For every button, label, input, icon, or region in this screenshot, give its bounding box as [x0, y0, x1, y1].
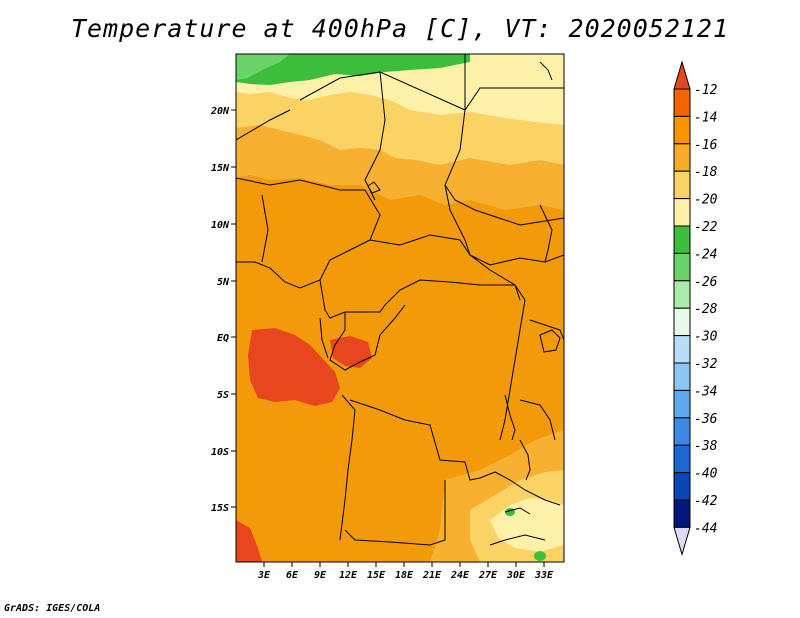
colorbar-swatch	[673, 280, 691, 309]
colorbar-label: -12	[694, 83, 718, 98]
latitude-axis: 20N 15N 10N 5N EQ 5S 10S 15S	[210, 106, 236, 514]
lon-label-18e: 18E	[395, 570, 414, 581]
colorbar-arrow-top	[673, 60, 691, 90]
lake-tanganyika	[504, 394, 516, 441]
colorbar-label: -20	[694, 193, 718, 208]
colorbar-swatch	[673, 170, 691, 200]
boundary-north-1	[299, 71, 466, 111]
map-frame	[235, 53, 565, 563]
field-warm-west	[248, 328, 340, 406]
lake-chad	[367, 181, 381, 194]
lon-label-6e: 6E	[286, 570, 299, 581]
colorbar-arrow-bottom	[673, 526, 691, 557]
colorbar-swatch	[673, 335, 691, 364]
coast-red-sea	[539, 61, 553, 81]
lake-malawi	[519, 439, 531, 481]
colorbar-label: -24	[694, 247, 717, 262]
field-warm-congo	[330, 336, 372, 368]
colorbar-label: -14	[694, 110, 717, 125]
field-green-light	[236, 54, 290, 80]
boundary-ethiopia	[539, 204, 553, 263]
temperature-field	[236, 54, 564, 562]
lat-label-eq: EQ	[217, 333, 229, 344]
colorbar-label: -30	[694, 330, 718, 345]
boundary-niger-nigeria	[236, 177, 365, 191]
colorbar-label: -38	[694, 439, 718, 454]
colorbar-label: -42	[694, 494, 718, 509]
boundary-cameroon	[319, 279, 386, 319]
colorbar-swatch	[673, 444, 691, 474]
colorbar-swatch	[673, 88, 691, 117]
colorbar-label: -34	[694, 384, 717, 399]
boundary-chad-sudan	[444, 109, 471, 256]
boundary-mali-niger	[236, 109, 291, 141]
boundary-car	[369, 234, 521, 301]
lat-label-15s: 15S	[211, 503, 229, 514]
colorbar-swatch	[673, 143, 691, 172]
grads-credit: GrADS: IGES/COLA	[4, 603, 101, 614]
lon-label-15e: 15E	[367, 570, 386, 581]
boundary-libya-egypt	[464, 54, 564, 112]
boundary-angola-coast	[339, 394, 356, 541]
boundary-zambia-east	[494, 471, 561, 506]
boundary-zimbabwe	[489, 534, 546, 546]
lon-label-12e: 12E	[339, 570, 358, 581]
boundary-uganda	[529, 319, 564, 341]
lat-label-10n: 10N	[211, 220, 230, 231]
colorbar-swatch	[673, 499, 691, 528]
colorbar-label: -44	[694, 521, 717, 536]
colorbar-label: -16	[694, 138, 718, 153]
colorbar-label: -32	[694, 357, 718, 372]
lat-label-10s: 10S	[211, 447, 229, 458]
lon-label-33e: 33E	[534, 570, 554, 581]
lat-label-15n: 15N	[211, 163, 230, 174]
country-boundaries	[236, 54, 564, 546]
colorbar-swatch	[673, 252, 691, 282]
boundary-angola-zambia	[344, 480, 446, 546]
lake-victoria	[539, 329, 561, 353]
boundary-tanzania	[519, 399, 556, 441]
colorbar-swatch	[673, 115, 691, 145]
colorbar-label: -22	[694, 220, 718, 235]
lon-label-24e: 24E	[450, 570, 470, 581]
boundary-car-south	[384, 279, 515, 306]
colorbar-label: -28	[694, 302, 718, 317]
lon-label-27e: 27E	[478, 570, 498, 581]
lat-label-5n: 5N	[217, 277, 230, 288]
colorbar-swatch	[673, 225, 691, 254]
colorbar-swatch	[673, 417, 691, 446]
lake-kariba	[504, 507, 531, 515]
longitude-axis: 3E 6E 9E 12E 15E 18E 21E 24E 27E 30E 33E	[257, 562, 554, 581]
colorbar-label: -18	[694, 165, 718, 180]
colorbar-swatch	[673, 198, 691, 227]
boundary-benin	[261, 194, 269, 263]
chart-title: Temperature at 400hPa [C], VT: 202005212…	[70, 14, 730, 43]
colorbar-swatch	[673, 389, 691, 419]
boundary-east-lakes	[499, 284, 526, 441]
boundary-congo	[329, 304, 406, 371]
field-warm-southwest	[236, 520, 262, 562]
field-green-north	[236, 54, 470, 85]
colorbar-label: -36	[694, 412, 718, 427]
colorbar-label: -26	[694, 275, 718, 290]
colorbar: -12 -14 -16 -18 -20 -22 -24 -26 -28 -30 -32 -34 -36 -…	[673, 60, 718, 557]
colorbar-swatch	[673, 307, 691, 337]
boundary-gabon	[319, 317, 329, 359]
boundary-sudan-south	[469, 254, 564, 266]
lon-label-9e: 9E	[314, 570, 327, 581]
colorbar-label: -40	[694, 467, 718, 482]
boundary-nile	[444, 184, 564, 226]
lat-label-20n: 20N	[210, 106, 230, 117]
lon-label-3e: 3E	[257, 570, 271, 581]
lon-label-30e: 30E	[506, 570, 526, 581]
boundary-drc-angola	[349, 399, 496, 481]
lat-label-5s: 5S	[217, 390, 229, 401]
colorbar-swatch	[673, 472, 691, 501]
field-green-spot-2	[534, 551, 546, 561]
lon-label-21e: 21E	[422, 570, 442, 581]
colorbar-swatch	[673, 362, 691, 391]
